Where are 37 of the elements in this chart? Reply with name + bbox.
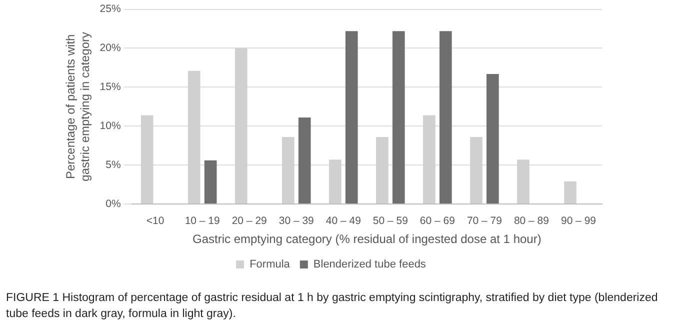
bar xyxy=(439,31,452,204)
bar xyxy=(470,137,482,204)
x-tick-label: 10 – 19 xyxy=(184,215,220,228)
legend-label: Blenderized tube feeds xyxy=(313,258,426,271)
x-tick-label: 60 – 69 xyxy=(420,215,456,228)
caption: FIGURE 1 Histogram of percentage of gastric residual at 1 h by gastric emptying scintigraphy, stratified by diet type (blenderized tube feeds in dark gray, formula in light gray). xyxy=(6,291,659,322)
bar xyxy=(564,181,576,204)
y-tick-label: 10% xyxy=(100,120,121,132)
x-tick-label: 40 – 49 xyxy=(326,215,362,228)
x-tick-label: 80 – 89 xyxy=(514,215,550,228)
bar xyxy=(345,31,358,204)
bar xyxy=(140,115,154,204)
x-tick-label: <10 xyxy=(146,215,164,228)
y-tick-label: 25% xyxy=(100,3,121,16)
bar xyxy=(204,160,217,204)
x-tick-label: 20 – 29 xyxy=(232,215,268,228)
bar xyxy=(234,48,248,204)
x-tick-label: 50 – 59 xyxy=(372,215,408,228)
bar xyxy=(298,118,311,204)
y-axis-title: Percentage of patients with gastric emptying in category xyxy=(64,32,92,182)
x-tick-label: 30 – 39 xyxy=(278,215,314,228)
bar xyxy=(392,31,405,204)
bar xyxy=(376,137,388,204)
y-tick-label: 0% xyxy=(106,198,121,210)
bar xyxy=(329,160,342,204)
legend-label: Formula xyxy=(250,258,291,271)
bar xyxy=(486,74,499,204)
bar xyxy=(423,115,436,204)
y-tick-label: 5% xyxy=(106,158,121,171)
bar xyxy=(282,137,294,204)
bar xyxy=(517,160,530,204)
x-tick-label: 90 – 99 xyxy=(560,215,596,228)
x-tick-label: 70 – 79 xyxy=(466,215,502,228)
bar xyxy=(188,70,200,204)
x-axis-title: Gastric emptying category (% residual of ingested dose at 1 hour) xyxy=(192,232,542,246)
y-tick-label: 20% xyxy=(100,42,121,54)
y-tick-label: 15% xyxy=(100,81,121,94)
